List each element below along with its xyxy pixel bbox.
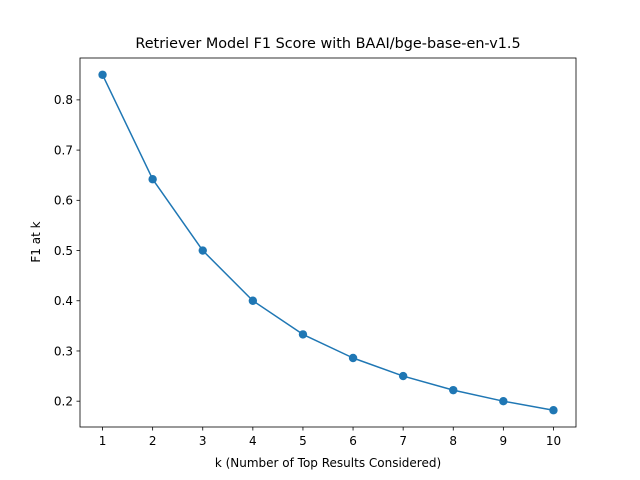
x-tick-label: 9 — [500, 434, 508, 448]
x-tick-label: 2 — [149, 434, 157, 448]
series-line — [101, 74, 554, 411]
x-axis-label: k (Number of Top Results Considered) — [215, 456, 441, 470]
data-point — [499, 396, 508, 406]
x-tick-label: 4 — [249, 434, 257, 448]
x-tick-label: 10 — [546, 434, 561, 448]
data-point — [298, 330, 308, 339]
data-point — [198, 246, 207, 255]
plot-area: 1 2 3 4 5 6 7 8 9 10 0.2 0.3 0.4 0.5 0.6 0.7 0.8 — [54, 57, 577, 448]
y-tick-label: 0.4 — [54, 294, 73, 308]
x-tick-label: 5 — [299, 434, 307, 448]
data-point — [549, 406, 558, 415]
data-point — [248, 296, 258, 305]
x-tick-label: 1 — [99, 434, 107, 448]
x-tick-label: 8 — [449, 434, 457, 448]
y-tick-label: 0.2 — [54, 394, 73, 408]
y-tick-label: 0.6 — [54, 194, 73, 208]
data-point — [148, 175, 157, 184]
y-tick-label: 0.3 — [54, 344, 73, 358]
x-tick-label: 3 — [199, 434, 207, 448]
y-tick-label: 0.7 — [54, 143, 73, 157]
y-tick-label: 0.5 — [54, 244, 73, 258]
y-axis-label: F1 at k — [29, 221, 43, 262]
axes-frame — [79, 57, 577, 428]
data-point — [98, 70, 107, 79]
x-tick-label: 7 — [399, 434, 407, 448]
x-tick-label: 6 — [349, 434, 357, 448]
chart-title: Retriever Model F1 Score with BAAI/bge-b… — [135, 36, 520, 52]
data-point — [398, 371, 408, 381]
data-point — [449, 385, 458, 395]
data-point — [348, 353, 358, 363]
y-tick-label: 0.8 — [54, 93, 73, 107]
